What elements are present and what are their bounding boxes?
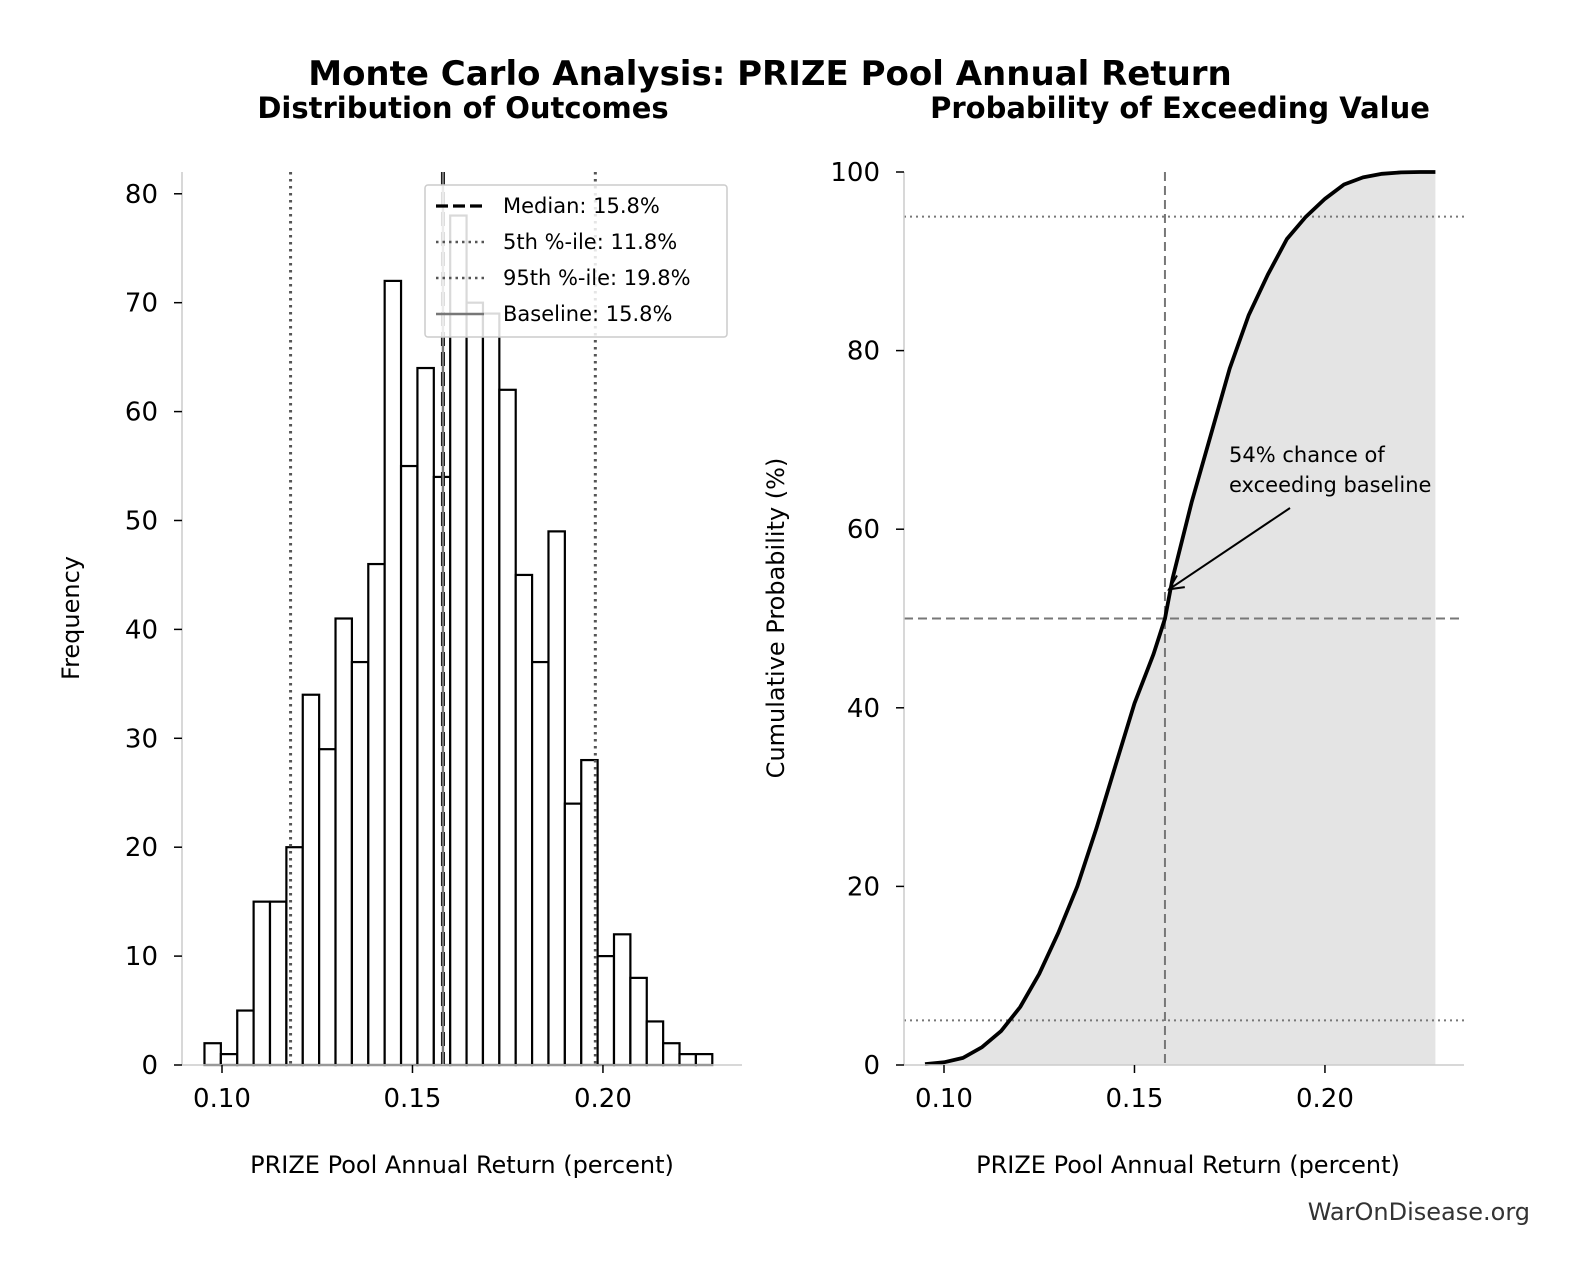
y-tick-label: 40 — [847, 694, 880, 724]
histogram-bar — [367, 562, 386, 1067]
annotation-line-2: exceeding baseline — [1229, 473, 1431, 497]
cdf-panel: Probability of Exceeding Value 0.10 0.15 0… — [762, 91, 1464, 1179]
footer-watermark: WarOnDisease.org — [1308, 1198, 1530, 1226]
histogram-y-ticks: 0 10 20 30 40 50 60 70 80 — [125, 180, 182, 1081]
histogram-bar — [563, 802, 583, 1067]
histogram-bar — [203, 1042, 222, 1067]
histogram-bar — [350, 660, 370, 1067]
annotation-line-1: 54% chance of — [1229, 443, 1385, 467]
histogram-bar — [383, 279, 403, 1067]
histogram-bar — [285, 846, 304, 1067]
y-tick-label: 0 — [863, 1051, 880, 1081]
y-tick-label: 30 — [125, 724, 158, 754]
histogram-bar — [694, 1053, 714, 1067]
histogram-bar — [449, 214, 468, 1067]
histogram-bar — [334, 617, 354, 1067]
histogram-title: Distribution of Outcomes — [257, 91, 668, 125]
y-tick-label: 80 — [847, 337, 880, 367]
histogram-bar — [416, 366, 435, 1067]
cdf-title: Probability of Exceeding Value — [930, 91, 1430, 125]
histogram-bar — [318, 748, 337, 1067]
annotation-arrow — [1168, 507, 1291, 591]
legend-baseline-label: Baseline: 15.8% — [503, 302, 673, 326]
cdf-y-ticks: 0 20 40 60 80 100 — [830, 158, 904, 1081]
histogram-panel: Distribution of Outcomes 0.10 0.15 0.20 0 1… — [57, 91, 742, 1179]
histogram-x-label: PRIZE Pool Annual Return (percent) — [250, 1151, 674, 1179]
x-tick-label: 0.20 — [574, 1084, 632, 1114]
legend-box — [424, 184, 728, 338]
x-tick-label: 0.10 — [193, 1084, 251, 1114]
histogram-bar — [612, 933, 632, 1067]
histogram-bar — [547, 530, 566, 1067]
legend-p95-label: 95th %-ile: 19.8% — [503, 266, 691, 290]
figure-title: Monte Carlo Analysis: PRIZE Pool Annual … — [308, 54, 1232, 94]
cdf-x-label: PRIZE Pool Annual Return (percent) — [976, 1151, 1400, 1179]
y-tick-label: 20 — [847, 872, 880, 902]
y-tick-label: 0 — [141, 1051, 158, 1081]
y-tick-label: 60 — [125, 398, 158, 428]
histogram-bar — [514, 573, 534, 1067]
y-tick-label: 10 — [125, 942, 158, 972]
histogram-bar — [498, 388, 517, 1067]
histogram-bar — [399, 464, 419, 1067]
annotation-arrow-head — [1167, 574, 1185, 591]
legend-median-label: Median: 15.8% — [503, 194, 660, 218]
cdf-y-label: Cumulative Probability (%) — [762, 458, 790, 779]
histogram-bar — [236, 1009, 255, 1067]
cdf-horizontal-reference-lines — [904, 215, 1464, 1022]
x-tick-label: 0.10 — [915, 1084, 973, 1114]
y-tick-label: 60 — [847, 515, 880, 545]
histogram-x-ticks: 0.10 0.15 0.20 — [193, 1065, 632, 1114]
y-tick-label: 40 — [125, 615, 158, 645]
y-tick-label: 100 — [830, 158, 880, 188]
histogram-bar — [252, 900, 272, 1067]
legend-p5-label: 5th %-ile: 11.8% — [503, 230, 677, 254]
cdf-fill-area — [925, 172, 1436, 1065]
histogram-bar — [530, 660, 550, 1067]
histogram-bar — [219, 1053, 239, 1067]
histogram-bar — [301, 693, 321, 1067]
histogram-bar — [465, 301, 485, 1067]
histogram-bar — [268, 900, 288, 1067]
cdf-curve — [924, 170, 1436, 1066]
histogram-bar — [596, 954, 616, 1067]
histogram-y-label: Frequency — [57, 556, 85, 680]
y-tick-label: 20 — [125, 833, 158, 863]
cdf-x-ticks: 0.10 0.15 0.20 — [915, 1065, 1354, 1114]
x-tick-label: 0.15 — [384, 1084, 442, 1114]
histogram-bar — [645, 1020, 665, 1067]
histogram-legend: Median: 15.8% 5th %-ile: 11.8% 95th %-il… — [424, 184, 728, 338]
x-tick-label: 0.20 — [1296, 1084, 1354, 1114]
histogram-bar — [629, 976, 648, 1067]
y-tick-label: 80 — [125, 180, 158, 210]
cdf-annotation: 54% chance of exceeding baseline — [1167, 443, 1431, 591]
histogram-bar — [481, 312, 501, 1067]
y-tick-label: 50 — [125, 506, 158, 536]
histogram-bar — [678, 1053, 698, 1067]
y-tick-label: 70 — [125, 289, 158, 319]
histogram-bar — [662, 1042, 681, 1067]
x-tick-label: 0.15 — [1106, 1084, 1164, 1114]
